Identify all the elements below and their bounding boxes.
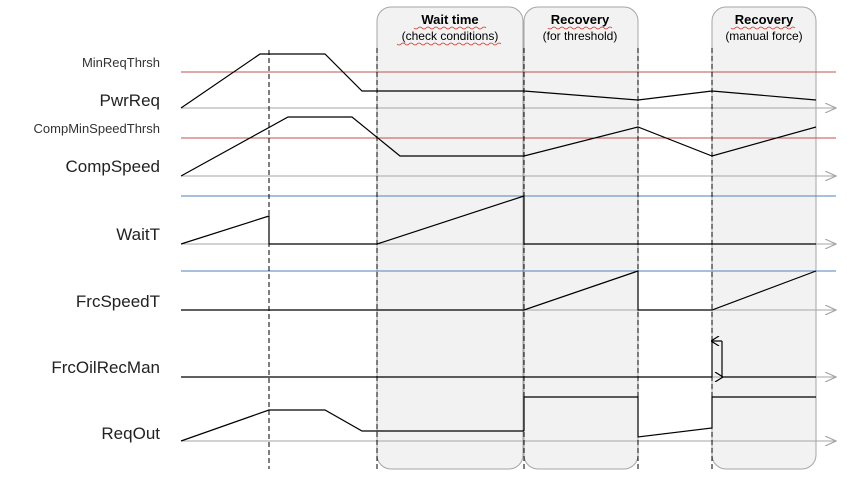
wavy-underline xyxy=(730,26,796,30)
signals xyxy=(180,53,817,442)
phase-panel-recovery-threshold xyxy=(523,6,639,470)
phase-headers: Wait time (check conditions) Recovery (f… xyxy=(396,12,803,46)
event-markers xyxy=(268,48,713,469)
label-comp-min-speed-thrsh: CompMinSpeedThrsh xyxy=(34,121,160,136)
wait-t-signal xyxy=(180,195,816,245)
label-wait-t: WaitT xyxy=(116,225,160,244)
signal-labels: MinReqThrsh PwrReq CompMinSpeedThrsh Com… xyxy=(34,55,161,443)
phase-title-wait-time: Wait time xyxy=(421,12,478,27)
phase-title-recovery-manual: Recovery xyxy=(735,12,794,27)
phase-title-recovery-threshold: Recovery xyxy=(551,12,610,27)
label-frc-oil-rec-man: FrcOilRecMan xyxy=(51,358,160,377)
phase-subtitle-recovery-manual: (manual force) xyxy=(725,29,802,43)
phase-subtitle-recovery-threshold: (for threshold) xyxy=(543,29,618,43)
label-comp-speed: CompSpeed xyxy=(65,157,160,176)
wavy-underline xyxy=(396,42,502,46)
label-min-req-thrsh: MinReqThrsh xyxy=(82,55,160,70)
threshold-lines xyxy=(181,71,836,272)
label-req-out: ReqOut xyxy=(101,424,160,443)
frc-speed-t-signal xyxy=(181,270,817,311)
label-pwr-req: PwrReq xyxy=(100,91,160,110)
wavy-underline xyxy=(547,26,613,30)
manual-force-pulse xyxy=(712,341,722,377)
phase-panels xyxy=(376,6,817,470)
comp-speed-signal xyxy=(180,116,817,177)
req-out-signal-a xyxy=(180,409,524,442)
phase-subtitle-wait-time: (check conditions) xyxy=(402,29,499,43)
phase-panel-wait-time xyxy=(376,6,524,470)
pwr-req-signal xyxy=(180,53,817,109)
req-out-signal-b xyxy=(523,396,816,438)
wavy-underline xyxy=(413,26,487,30)
label-frc-speed-t: FrcSpeedT xyxy=(76,292,160,311)
phase-panel-recovery-manual xyxy=(711,6,817,470)
